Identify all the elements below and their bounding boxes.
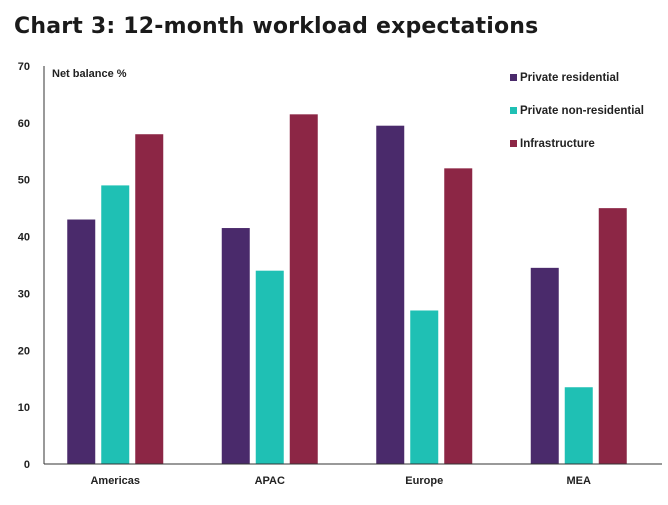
- bar-infrastructure-americas: [135, 134, 164, 464]
- bar-private-residential-americas: [67, 219, 96, 464]
- legend-label: Private non-residential: [520, 105, 644, 117]
- bar-infrastructure-mea: [598, 208, 627, 464]
- legend-swatch: [510, 74, 517, 81]
- bar-private-non-residential-apac: [255, 270, 284, 464]
- bar-infrastructure-apac: [289, 114, 318, 464]
- legend-swatch: [510, 140, 517, 147]
- bars: [67, 114, 627, 465]
- y-tick-label: 40: [18, 232, 30, 244]
- y-tick-label: 20: [18, 345, 30, 357]
- bar-private-residential-europe: [376, 125, 405, 464]
- bar-private-non-residential-mea: [564, 387, 593, 464]
- bar-private-residential-mea: [530, 267, 559, 464]
- y-tick-labels: 0 10 20 30 40 50 60 70: [18, 61, 30, 471]
- y-axis-label: Net balance %: [52, 68, 127, 80]
- y-tick-label: 50: [18, 175, 30, 187]
- x-tick-labels: Americas APAC Europe MEA: [90, 475, 591, 487]
- x-tick-label: APAC: [255, 475, 285, 487]
- legend-label: Private residential: [520, 72, 619, 84]
- legend-label: Infrastructure: [520, 138, 595, 150]
- bar-private-non-residential-americas: [101, 185, 130, 464]
- chart-title: Chart 3: 12-month workload expectations: [14, 14, 539, 39]
- x-tick-label: Europe: [405, 475, 443, 487]
- legend: Private residential Private non-residenti…: [510, 72, 644, 150]
- x-tick-label: Americas: [90, 475, 140, 487]
- y-tick-label: 10: [18, 402, 30, 414]
- y-tick-label: 60: [18, 118, 30, 130]
- bar-private-residential-apac: [221, 228, 250, 464]
- legend-swatch: [510, 107, 517, 114]
- y-tick-label: 70: [18, 61, 30, 73]
- y-tick-label: 0: [24, 459, 30, 471]
- bar-infrastructure-europe: [444, 168, 473, 465]
- x-tick-label: MEA: [567, 475, 592, 487]
- bar-private-non-residential-europe: [410, 310, 439, 464]
- y-tick-label: 30: [18, 288, 30, 300]
